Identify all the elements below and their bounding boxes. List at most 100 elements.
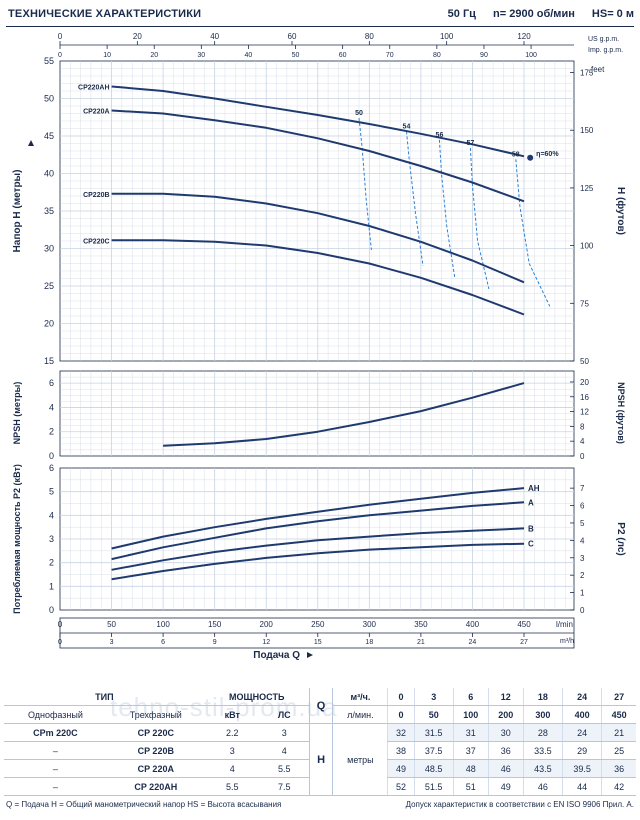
feet-tick-label: 50 <box>580 357 589 366</box>
row-single: – <box>4 777 107 796</box>
head-axis-title: Напор H (метры) <box>12 170 23 253</box>
efficiency-line <box>515 159 551 307</box>
row-three: CP 220B <box>106 741 205 760</box>
npsh-feet-axis-title: NPSH (футов) <box>616 382 626 444</box>
npsh-feet-tick-label: 16 <box>580 393 589 402</box>
q-m3h-3: 12 <box>487 688 524 706</box>
m3h-unit-label: m³/h <box>560 638 574 645</box>
lpm-tick-label: 450 <box>517 620 531 629</box>
row-h-4: 46 <box>522 777 563 796</box>
header: ТЕХНИЧЕСКИЕ ХАРАКТЕРИСТИКИ 50 Гц n= 2900… <box>6 6 634 27</box>
imp-gpm-tick-label: 90 <box>480 52 488 59</box>
row-three: CP 220A <box>106 759 205 778</box>
q-lpm-3: 200 <box>487 705 524 724</box>
efficiency-label: 56 <box>436 132 444 139</box>
hp-tick-label: 1 <box>580 589 585 598</box>
row-kw: 4 <box>204 759 260 778</box>
q-axis-title: Подача Q <box>253 650 300 661</box>
npsh-curve <box>163 382 525 447</box>
npsh-feet-tick-label: 20 <box>580 378 589 387</box>
npsh-axis-title: NPSH (метры) <box>12 382 22 445</box>
q-lpm-1: 50 <box>413 705 454 724</box>
series-label: CP220AH <box>78 85 110 92</box>
q-lpm-2: 100 <box>452 705 489 724</box>
efficiency-label: 57 <box>466 140 474 147</box>
lpm-tick-label: 400 <box>466 620 480 629</box>
performance-chart: 1520253035404550550246012345650751001251… <box>12 32 627 661</box>
row-h-3: 36 <box>487 741 524 760</box>
h-unit: метры <box>332 723 388 796</box>
row-h-4: 33.5 <box>522 741 563 760</box>
hs-label: HS= 0 м <box>591 8 634 20</box>
y-tick-label: 6 <box>49 378 54 388</box>
m3h-tick-label: 0 <box>58 639 62 646</box>
q-m3h-6: 27 <box>601 688 636 706</box>
lpm-tick-label: 100 <box>156 620 170 629</box>
power-axis-title: Потребляемая мощность P2 (кВт) <box>12 464 22 614</box>
head-curve-cp220b <box>111 192 525 284</box>
row-three: CP 220AH <box>106 777 205 796</box>
row-h-1: 51.5 <box>413 777 454 796</box>
power-curve-c <box>111 542 525 581</box>
imp-gpm-tick-label: 10 <box>103 52 111 59</box>
series-label: B <box>528 524 534 533</box>
series-label: CP220C <box>83 238 109 245</box>
hp-tick-label: 3 <box>580 554 585 563</box>
row-h-4: 43.5 <box>522 759 563 778</box>
imp-gpm-tick-label: 80 <box>433 52 441 59</box>
table-row: – CP 220AH 5.5 7.5 52 51.5 51 49 46 44 4… <box>4 777 636 796</box>
feet-tick-label: 125 <box>580 184 594 193</box>
label-layer: CP220AH CP220A CP220B CP220C AH A BC 50 54 56 57 58… <box>78 85 559 549</box>
row-single: CPm 220C <box>4 723 107 742</box>
us-gpm-tick-label: 0 <box>58 32 63 41</box>
row-h-6: 36 <box>601 759 636 778</box>
h-header-cell: H <box>308 723 334 796</box>
y-tick-label: 6 <box>49 463 54 473</box>
y-tick-label: 4 <box>49 510 54 520</box>
hp-tick-label: 6 <box>580 502 585 511</box>
y-tick-label: 20 <box>44 319 54 329</box>
series-label: CP220A <box>83 109 109 116</box>
imp-gpm-tick-label: 30 <box>197 52 205 59</box>
us-gpm-tick-label: 60 <box>288 32 297 41</box>
row-h-0: 49 <box>387 759 415 778</box>
q-m3h-1: 3 <box>413 688 454 706</box>
lpm-tick-label: 0 <box>58 620 63 629</box>
series-label: A <box>528 498 534 507</box>
row-h-5: 29 <box>562 741 602 760</box>
power-curve-a <box>111 501 525 561</box>
imp-gpm-tick-label: 0 <box>58 52 62 59</box>
efficiency-point <box>527 154 534 161</box>
imp-gpm-tick-label: 70 <box>386 52 394 59</box>
y-tick-label: 5 <box>49 487 54 497</box>
feet-tick-label: 175 <box>580 69 594 78</box>
lpm-tick-label: 350 <box>414 620 428 629</box>
table-row: – CP 220A 4 5.5 49 48.5 48 46 43.5 39.5 … <box>4 759 636 778</box>
tick-layer: 1520253035404550550246012345650751001251… <box>44 32 594 646</box>
npsh-feet-tick-label: 0 <box>580 452 585 461</box>
y-tick-label: 4 <box>49 402 54 412</box>
head-feet-axis-title: H (футов) <box>615 187 627 235</box>
efficiency-line <box>406 131 424 266</box>
row-h-0: 52 <box>387 777 415 796</box>
hp-tick-label: 2 <box>580 571 585 580</box>
us-gpm-tick-label: 100 <box>440 32 454 41</box>
q-m3h-0: 0 <box>387 688 415 706</box>
y-tick-label: 2 <box>49 427 54 437</box>
head-curve-cp220c <box>111 239 525 316</box>
m3h-tick-label: 3 <box>110 639 114 646</box>
row-h-5: 44 <box>562 777 602 796</box>
three-phase-header: Трехфазный <box>106 705 205 724</box>
row-h-2: 37 <box>452 741 489 760</box>
y-tick-label: 35 <box>44 206 54 216</box>
h-header: H <box>317 753 326 766</box>
imp-gpm-tick-label: 60 <box>339 52 347 59</box>
npsh-feet-tick-label: 4 <box>580 437 585 446</box>
row-h-5: 24 <box>562 723 602 742</box>
kw-header: кВт <box>204 705 260 724</box>
q-lpm-0: 0 <box>387 705 415 724</box>
table-subheader-row: Однофазный Трехфазный кВт ЛС л/мин. 0 50… <box>4 705 636 724</box>
row-h-2: 48 <box>452 759 489 778</box>
type-header: ТИП <box>4 688 205 706</box>
single-phase-header: Однофазный <box>4 705 107 724</box>
